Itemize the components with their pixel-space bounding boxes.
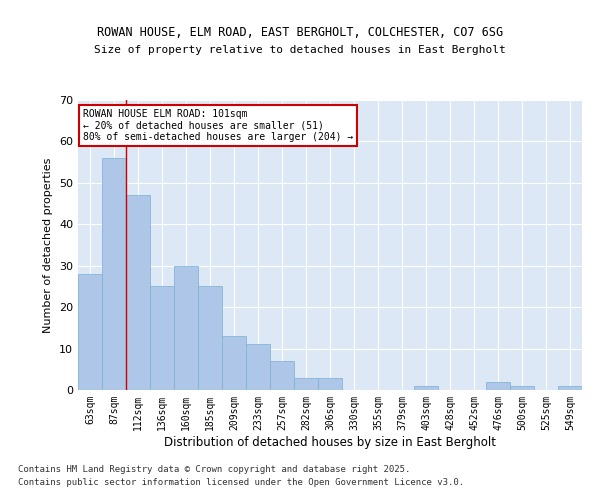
Text: Contains public sector information licensed under the Open Government Licence v3: Contains public sector information licen… [18, 478, 464, 487]
Bar [222, 336, 246, 390]
Bar [270, 361, 294, 390]
Bar [246, 344, 270, 390]
Text: ROWAN HOUSE, ELM ROAD, EAST BERGHOLT, COLCHESTER, CO7 6SG: ROWAN HOUSE, ELM ROAD, EAST BERGHOLT, CO… [97, 26, 503, 39]
Text: Size of property relative to detached houses in East Bergholt: Size of property relative to detached ho… [94, 45, 506, 55]
Bar [558, 386, 582, 390]
Bar [510, 386, 534, 390]
Bar [150, 286, 174, 390]
Text: Contains HM Land Registry data © Crown copyright and database right 2025.: Contains HM Land Registry data © Crown c… [18, 466, 410, 474]
Bar [318, 378, 342, 390]
Bar [102, 158, 126, 390]
Bar [414, 386, 438, 390]
Text: ROWAN HOUSE ELM ROAD: 101sqm
← 20% of detached houses are smaller (51)
80% of se: ROWAN HOUSE ELM ROAD: 101sqm ← 20% of de… [83, 108, 353, 142]
X-axis label: Distribution of detached houses by size in East Bergholt: Distribution of detached houses by size … [164, 436, 496, 448]
Bar [174, 266, 198, 390]
Bar [198, 286, 222, 390]
Bar [126, 196, 150, 390]
Bar [486, 382, 510, 390]
Y-axis label: Number of detached properties: Number of detached properties [43, 158, 53, 332]
Bar [294, 378, 318, 390]
Bar [78, 274, 102, 390]
